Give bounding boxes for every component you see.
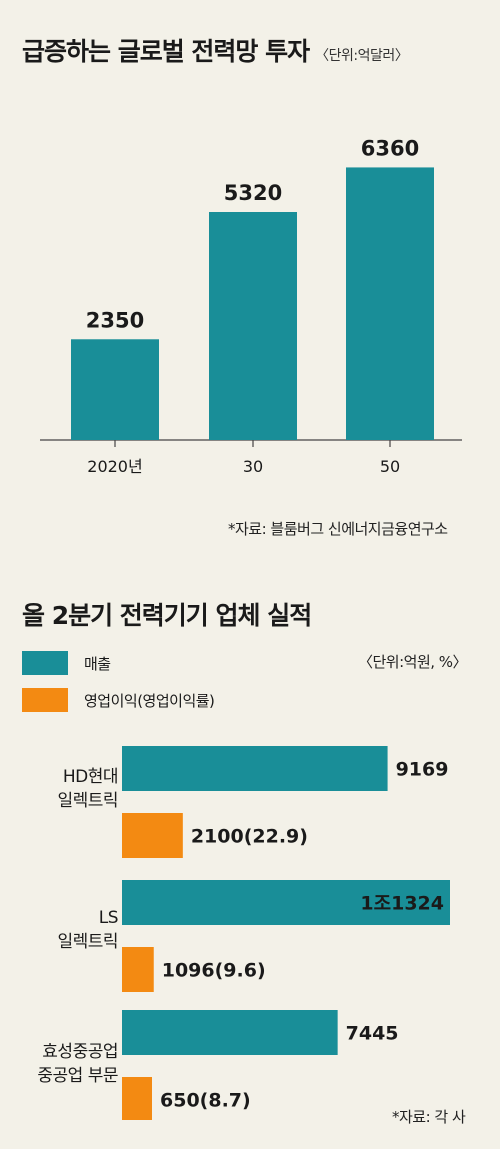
profit-value-label-2: 650(8.7) <box>160 1090 251 1112</box>
sales-value-label-2: 7445 <box>346 1023 399 1045</box>
profit-value-label-0: 2100(22.9) <box>191 826 308 848</box>
x-tick-label-1: 30 <box>243 457 263 476</box>
profit-bar-0 <box>122 813 183 858</box>
legend-label-sales: 매출 <box>84 654 111 673</box>
profit-bar-1 <box>122 947 154 992</box>
legend-operating-profit: 영업이익(영업이익률) <box>22 688 215 712</box>
sales-bar-0 <box>122 746 388 791</box>
bar-2 <box>346 167 434 440</box>
legend-swatch-operating-profit <box>22 688 68 712</box>
chart1-source: *자료: 블룸버그 신에너지금융연구소 <box>228 520 448 538</box>
chart2-source: *자료: 각 사 <box>392 1108 466 1126</box>
company-label-ls: LS 일렉트릭 <box>57 908 118 952</box>
value-label-1: 5320 <box>224 181 282 205</box>
legend-sales: 매출 <box>22 651 111 675</box>
sales-bar-2 <box>122 1010 338 1055</box>
profit-bar-2 <box>122 1077 152 1120</box>
legend-label-operating-profit: 영업이익(영업이익률) <box>84 691 215 710</box>
chart1-unit-note: 〈단위:억달러〉 <box>315 48 409 64</box>
chart2-title: 올 2분기 전력기기 업체 실적 <box>22 601 312 630</box>
profit-value-label-1: 1096(9.6) <box>162 960 266 982</box>
sales-bar-1 <box>122 880 450 925</box>
investment-bar-chart: 2350 2020년 5320 30 6360 50 <box>40 136 462 476</box>
chart2-unit-note: 〈단위:억원, %〉 <box>358 653 468 671</box>
sales-value-label-0: 9169 <box>396 759 449 781</box>
company-label-hd-hyundai: HD현대 일렉트릭 <box>57 767 118 811</box>
x-tick-label-2: 50 <box>380 457 400 476</box>
bar-1 <box>209 212 297 440</box>
earnings-bar-chart: 9169 1조1324 7445 2100(22.9) 1096(9.6) 650(8.7… <box>122 746 450 1120</box>
x-tick-label-0: 2020년 <box>87 457 142 476</box>
company-label-hyosung: 효성중공업 중공업 부문 <box>37 1042 118 1086</box>
chart1-title: 급증하는 글로벌 전력망 투자 〈단위:억달러〉 <box>22 37 409 66</box>
sales-value-label-1: 1조1324 <box>360 893 444 915</box>
value-label-2: 6360 <box>361 136 419 160</box>
bar-0 <box>71 339 159 440</box>
legend-swatch-sales <box>22 651 68 675</box>
value-label-0: 2350 <box>86 308 144 332</box>
